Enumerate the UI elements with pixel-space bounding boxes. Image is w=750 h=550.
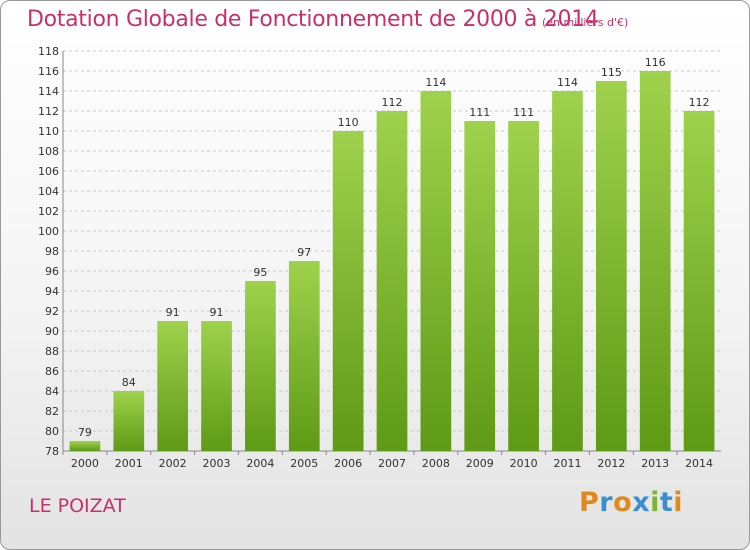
value-label-2000: 79 [78,426,92,439]
value-label-2009: 111 [469,106,490,119]
bar-2013 [639,71,671,451]
y-tick-labels: 78 80 82 84 86 88 90 92 94 96 98 100 102 104 106 108 110… [38,45,59,458]
y-tick-label: 112 [38,105,59,118]
x-tick-label-2014: 2014 [685,457,713,470]
bar-2007 [376,111,408,451]
x-tick-label-2005: 2005 [290,457,318,470]
value-label-2011: 114 [557,76,578,89]
proxiti-logo[interactable]: Proxiti [579,487,684,518]
bar-2008 [420,91,452,451]
commune-name: LE POIZAT [29,495,126,517]
value-label-2001: 84 [122,376,136,389]
value-label-2002: 91 [166,306,180,319]
value-label-2003: 91 [210,306,224,319]
value-label-2014: 112 [689,96,710,109]
value-label-2013: 116 [645,56,666,69]
y-tick-label: 100 [38,225,59,238]
x-tick-label-2008: 2008 [422,457,450,470]
y-tick-label: 94 [45,285,59,298]
x-tick-label-2002: 2002 [159,457,187,470]
value-label-2008: 114 [425,76,446,89]
value-labels: 79 84 91 91 95 97 110 112 114 111 111 114 115 116 112 [78,56,710,439]
bar-2011 [552,91,583,451]
x-tick-label-2004: 2004 [246,457,274,470]
x-tick-labels: 2000 2001 2002 2003 2004 2005 2006 2007 2008 2009… [71,457,713,470]
y-tick-label: 84 [45,385,59,398]
bar-2002 [157,321,189,451]
value-label-2007: 112 [382,96,403,109]
y-tick-label: 110 [38,125,59,138]
chart-title: Dotation Globale de Fonctionnement de 20… [27,7,599,32]
bar-2000 [69,441,101,451]
bar-2014 [683,111,715,451]
x-tick-label-2007: 2007 [378,457,406,470]
bar-2010 [508,121,539,451]
chart-subtitle: (en milliers d'€) [542,16,629,29]
y-tick-label: 106 [38,165,59,178]
y-tick-label: 92 [45,305,59,318]
bar-2009 [464,121,496,451]
bar-2001 [113,391,145,451]
y-tick-label: 104 [38,185,59,198]
y-tick-label: 96 [45,265,59,278]
y-tick-label: 114 [38,85,59,98]
x-tick-label-2003: 2003 [203,457,231,470]
x-tick-label-2013: 2013 [641,457,669,470]
bar-2005 [288,261,320,451]
bar-2003 [201,321,232,451]
x-tick-label-2011: 2011 [553,457,581,470]
value-label-2006: 110 [338,116,359,129]
y-tick-label: 88 [45,345,59,358]
y-tick-label: 78 [45,445,59,458]
x-tick-label-2001: 2001 [115,457,143,470]
x-tick-label-2006: 2006 [334,457,362,470]
value-label-2012: 115 [601,66,622,79]
y-tick-label: 102 [38,205,59,218]
y-tick-label: 116 [38,65,59,78]
x-tick-label-2010: 2010 [510,457,538,470]
x-tick-label-2009: 2009 [466,457,494,470]
x-tick-label-2000: 2000 [71,457,99,470]
y-tick-label: 90 [45,325,59,338]
bar-2012 [595,81,627,451]
bar-2004 [245,281,276,451]
y-tick-label: 98 [45,245,59,258]
value-label-2010: 111 [513,106,534,119]
y-tick-label: 108 [38,145,59,158]
bars [69,71,715,451]
x-tick-label-2012: 2012 [597,457,625,470]
value-label-2004: 95 [253,266,267,279]
y-tick-label: 86 [45,365,59,378]
y-tick-label: 118 [38,45,59,58]
y-tick-label: 82 [45,405,59,418]
y-tick-label: 80 [45,425,59,438]
bar-2006 [332,131,364,451]
value-label-2005: 97 [297,246,311,259]
